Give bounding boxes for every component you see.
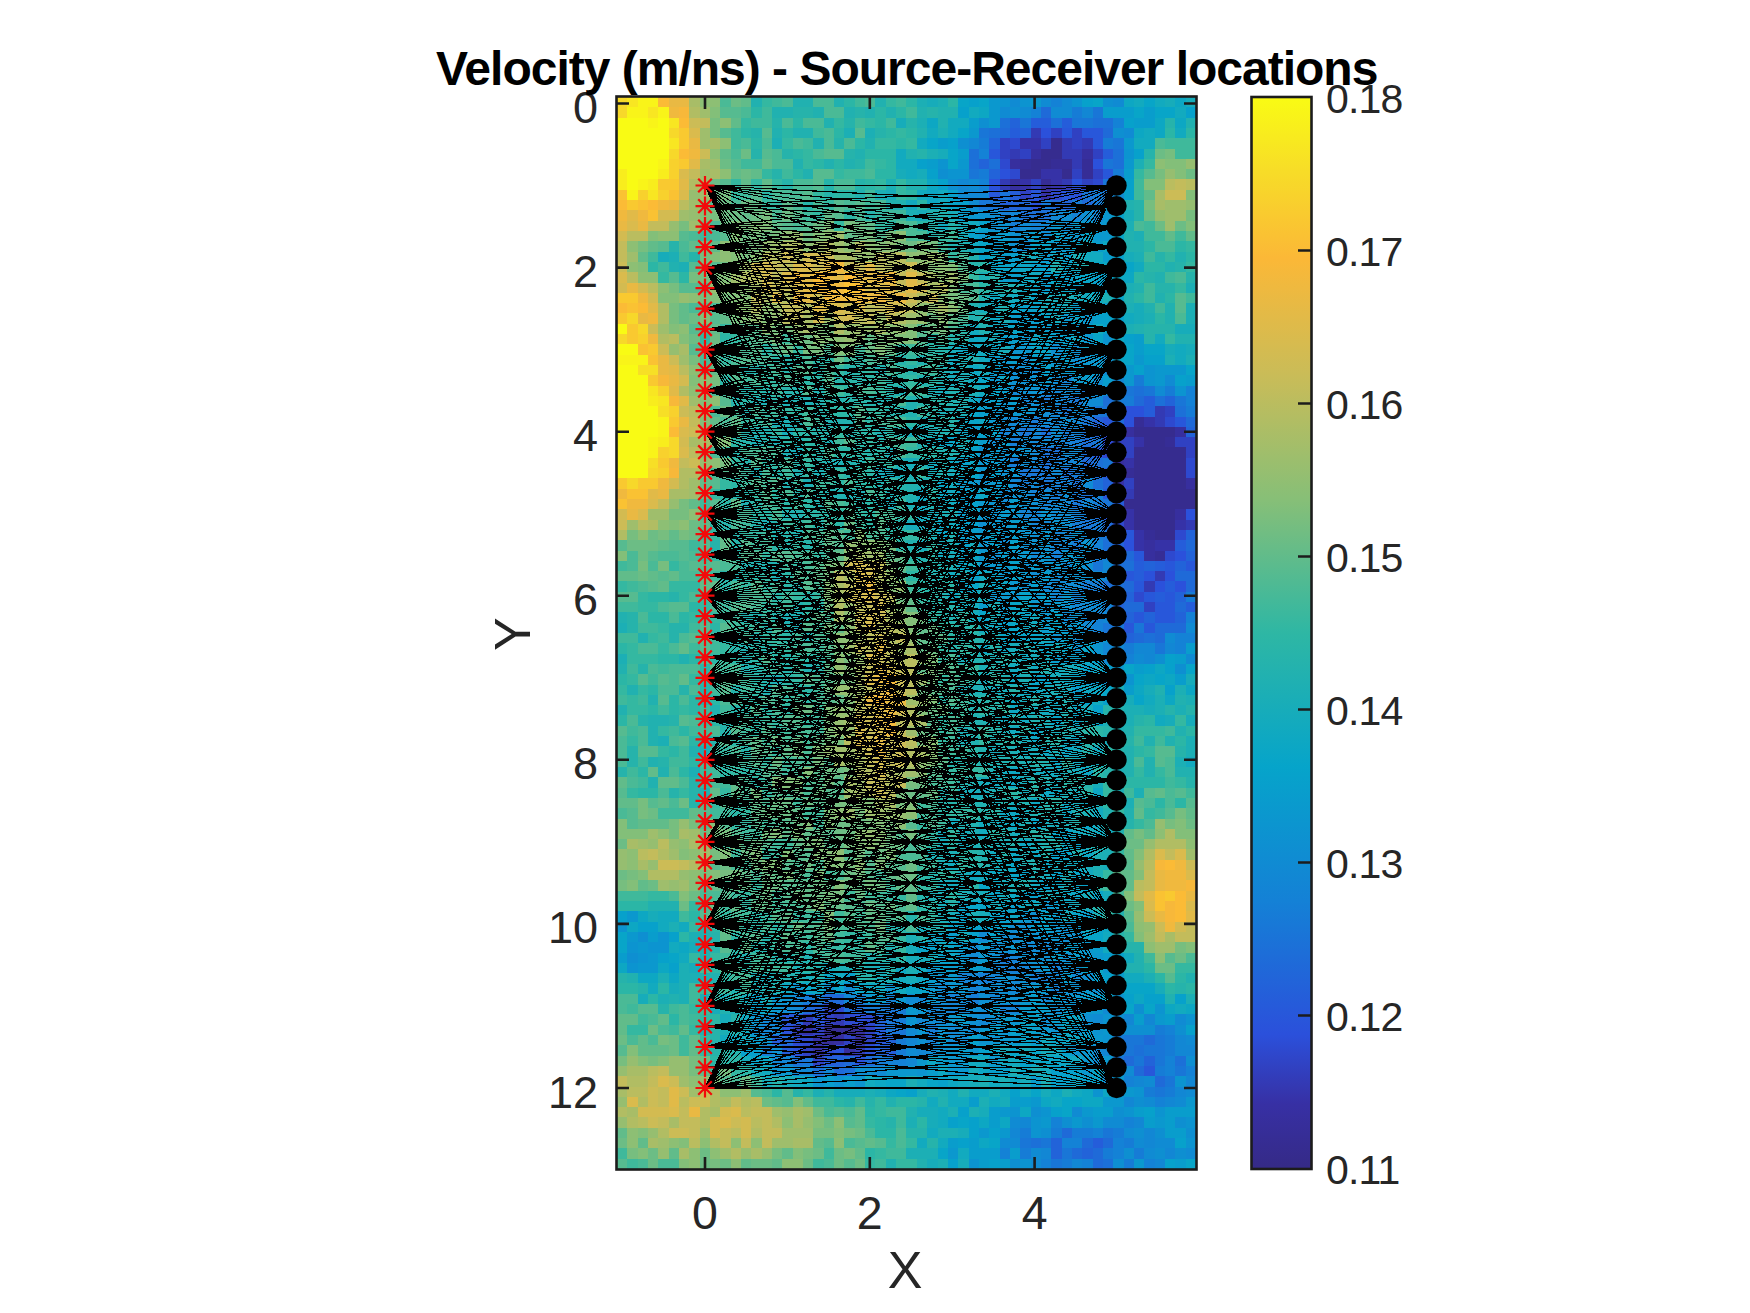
svg-text:12: 12 [548,1067,598,1118]
svg-text:4: 4 [1022,1187,1048,1239]
svg-text:0.15: 0.15 [1326,535,1403,581]
svg-text:4: 4 [573,410,598,461]
svg-text:2: 2 [573,246,598,297]
svg-text:0.16: 0.16 [1326,382,1403,428]
svg-text:2: 2 [857,1187,883,1239]
svg-text:10: 10 [548,902,598,953]
svg-text:0: 0 [692,1187,718,1239]
svg-text:0.17: 0.17 [1326,229,1403,275]
svg-text:0.13: 0.13 [1326,841,1403,887]
svg-text:Y: Y [485,617,541,650]
svg-text:0.11: 0.11 [1326,1147,1400,1193]
svg-text:0.12: 0.12 [1326,994,1403,1040]
svg-text:Velocity (m/ns) - Source-Recei: Velocity (m/ns) - Source-Receiver locati… [436,42,1377,95]
svg-text:6: 6 [573,574,598,625]
svg-text:0.14: 0.14 [1326,688,1403,734]
svg-text:8: 8 [573,738,598,789]
svg-text:X: X [888,1241,923,1299]
